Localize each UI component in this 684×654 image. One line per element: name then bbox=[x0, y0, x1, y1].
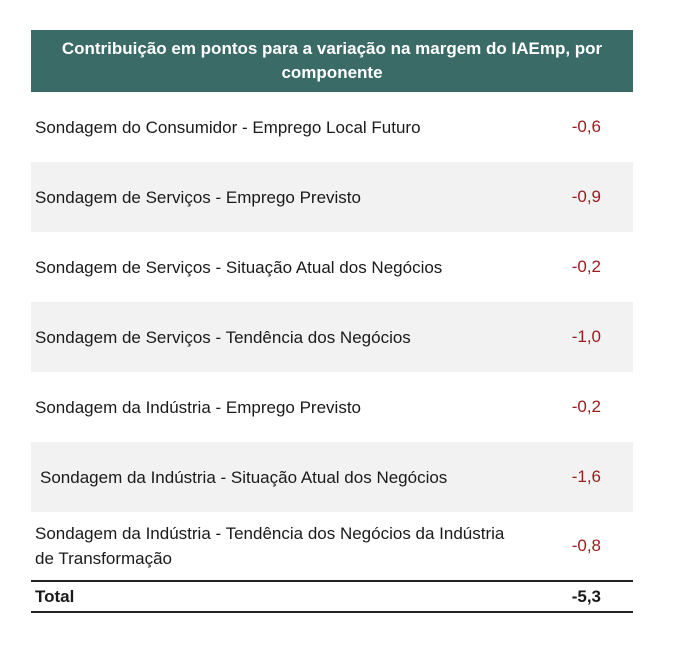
row-label: Sondagem do Consumidor - Emprego Local F… bbox=[35, 117, 421, 137]
total-row: Total -5,3 bbox=[31, 580, 633, 613]
table-title: Contribuição em pontos para a variação n… bbox=[31, 30, 633, 92]
table-row: Sondagem da Indústria - Situação Atual d… bbox=[31, 442, 633, 512]
row-label: Sondagem da Indústria - Situação Atual d… bbox=[40, 467, 448, 487]
table-row: Sondagem de Serviços - Situação Atual do… bbox=[31, 232, 633, 302]
row-label: Sondagem de Serviços - Emprego Previsto bbox=[35, 187, 361, 207]
row-label: Sondagem de Serviços - Tendência dos Neg… bbox=[35, 327, 411, 347]
row-value: -0,9 bbox=[571, 187, 601, 206]
table-row: Sondagem da Indústria - Tendência dos Ne… bbox=[31, 512, 633, 580]
table-row: Sondagem do Consumidor - Emprego Local F… bbox=[31, 92, 633, 162]
row-value: -1,6 bbox=[571, 467, 601, 486]
table-row: Sondagem da Indústria - Emprego Previsto… bbox=[31, 372, 633, 442]
row-value: -1,0 bbox=[571, 327, 601, 346]
total-value: -5,3 bbox=[571, 586, 601, 606]
table-row: Sondagem de Serviços - Emprego Previsto … bbox=[31, 162, 633, 232]
table-row: Sondagem de Serviços - Tendência dos Neg… bbox=[31, 302, 633, 372]
row-label: Sondagem da Indústria - Emprego Previsto bbox=[35, 397, 362, 417]
row-value: -0,8 bbox=[571, 536, 601, 555]
contribution-table: Contribuição em pontos para a variação n… bbox=[31, 30, 633, 613]
row-value: -0,2 bbox=[571, 397, 601, 416]
row-value: -0,6 bbox=[571, 117, 601, 136]
row-label: Sondagem de Serviços - Situação Atual do… bbox=[35, 257, 443, 277]
row-value: -0,2 bbox=[571, 257, 601, 276]
total-label: Total bbox=[35, 586, 75, 606]
row-label: Sondagem da Indústria - Tendência dos Ne… bbox=[35, 524, 505, 568]
